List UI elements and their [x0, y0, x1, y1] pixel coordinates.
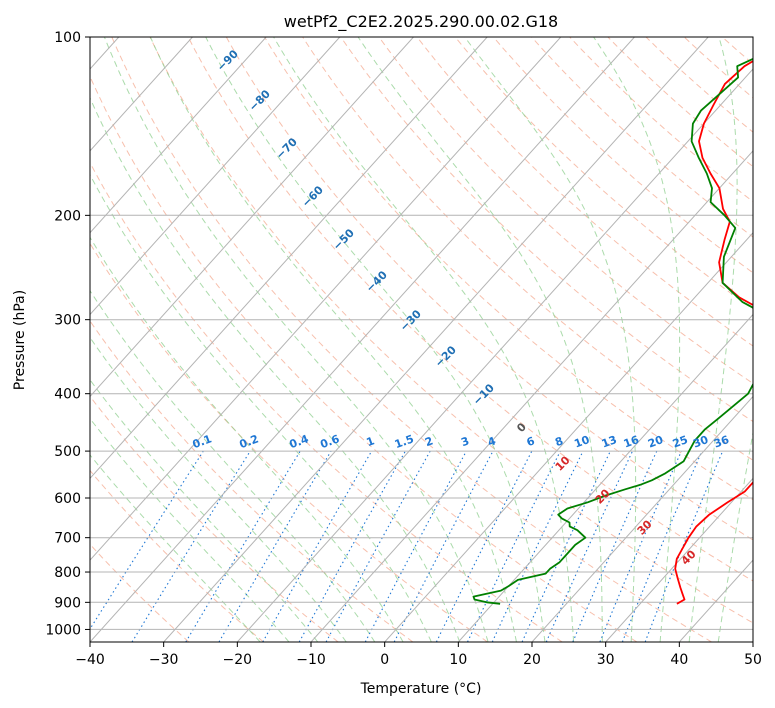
dry-adiabat-line [90, 161, 563, 642]
isotherm-line [90, 37, 488, 480]
moist-adiabat-line [90, 96, 461, 642]
mixing-ratio-label: 0.6 [318, 432, 341, 451]
moist-adiabat-line [90, 417, 290, 642]
mixing-ratio-label: 25 [671, 433, 690, 450]
x-tick-label: 20 [523, 652, 541, 668]
isotherm-line [90, 37, 414, 398]
dry-adiabat-line [149, 37, 753, 624]
mixing-ratio-line [467, 450, 561, 642]
mixing-ratio-line [131, 450, 251, 642]
mixing-ratio-line [325, 450, 431, 642]
isotherm-line [163, 37, 709, 642]
mixing-ratio-line [218, 450, 332, 642]
mixing-ratio-line [364, 450, 467, 642]
dry-adiabat-line [90, 242, 488, 642]
mixing-ratio-label: 20 [646, 433, 665, 451]
moist-adiabat-line [357, 37, 603, 642]
x-axis: −40 −30 −20 −10 0 10 20 30 40 50 [75, 642, 762, 668]
x-tick-label: −30 [149, 652, 179, 668]
isotherm-line [384, 232, 753, 642]
plot-frame [89, 36, 754, 643]
y-tick-label: 600 [54, 491, 81, 507]
mixing-ratio-label: 1 [365, 434, 377, 449]
dry-adiabat-line [454, 37, 753, 310]
x-tick-label: 50 [744, 652, 762, 668]
x-axis-label: Temperature (°C) [360, 681, 482, 697]
dry-adiabat-line [90, 543, 190, 642]
x-tick-label: 0 [380, 652, 389, 668]
y-tick-label: 1000 [45, 622, 81, 638]
dry-adiabat-line [90, 469, 264, 642]
mixing-ratio-label: 8 [553, 434, 565, 449]
y-tick-label: 100 [54, 30, 81, 46]
isotherm-line [531, 395, 753, 642]
moist-adiabat-line [90, 173, 432, 642]
moist-adiabat-line [90, 236, 404, 642]
y-tick-label: 500 [54, 444, 81, 460]
isotherm-line [90, 37, 635, 642]
moist-adiabat-line [717, 430, 753, 642]
isotherm-line [90, 37, 341, 316]
x-tick-label: −40 [75, 652, 105, 668]
mixing-ratio-label: 1.5 [393, 432, 416, 451]
moist-adiabat-line [688, 37, 738, 642]
y-tick-label: 400 [54, 387, 81, 403]
mixing-ratio-label: 10 [572, 433, 591, 451]
temperature-line [674, 60, 753, 605]
x-tick-label: −20 [223, 652, 253, 668]
profile-lines [472, 57, 753, 605]
mixing-ratio-label: 16 [622, 433, 641, 451]
mixing-ratio-label: 0.1 [191, 432, 214, 451]
moist-adiabat-line [90, 378, 319, 642]
x-tick-label: 30 [597, 652, 615, 668]
plot-area [90, 37, 753, 642]
mixing-ratio-line [185, 450, 301, 642]
mixing-ratio-label: 13 [600, 433, 619, 450]
x-tick-label: −10 [296, 652, 326, 668]
moist-adiabat-line [273, 37, 575, 642]
mixing-ratio-label: 3 [459, 434, 471, 449]
mixing-ratio-label: 30 [691, 433, 710, 451]
isotherm-line [310, 150, 753, 642]
isotherm-line [457, 313, 753, 642]
y-axis: 100 200 300 400 500 600 700 800 900 1000 [45, 30, 90, 638]
mixing-ratio-label: 36 [712, 433, 731, 451]
y-tick-label: 900 [54, 595, 81, 611]
mixing-ratio-label: 0.4 [288, 432, 311, 451]
x-tick-label: 10 [449, 652, 467, 668]
isotherm-line [90, 37, 562, 561]
moist-adiabat-line [90, 454, 261, 642]
mixing-ratio-line [90, 450, 204, 630]
moist-adiabat-line [90, 289, 376, 642]
moist-adiabat-line [593, 37, 681, 642]
mixing-ratio-label: 0.2 [238, 432, 261, 451]
moist-adiabat-line [90, 336, 347, 642]
mixing-ratio-label: 6 [525, 434, 537, 449]
isotherm-line [605, 477, 753, 642]
moist-adiabat-line [205, 37, 546, 642]
dry-adiabat-line [90, 395, 339, 642]
isotherm-line [90, 37, 267, 234]
y-tick-label: 300 [54, 313, 81, 329]
moist-adiabat-line [149, 37, 517, 642]
dry-adiabat-line [416, 37, 753, 347]
y-tick-label: 200 [54, 208, 81, 224]
mixing-ratio-label: 4 [486, 434, 498, 449]
mixing-ratio-label: 2 [423, 434, 435, 449]
y-tick-label: 700 [54, 531, 81, 547]
y-axis-label: Pressure (hPa) [12, 290, 28, 390]
dewpoint-line [472, 57, 753, 605]
y-tick-label: 800 [54, 565, 81, 581]
chart-title: wetPf2_C2E2.2025.290.00.02.G18 [284, 12, 558, 32]
isotherm-line [90, 37, 193, 152]
x-tick-label: 40 [670, 652, 688, 668]
